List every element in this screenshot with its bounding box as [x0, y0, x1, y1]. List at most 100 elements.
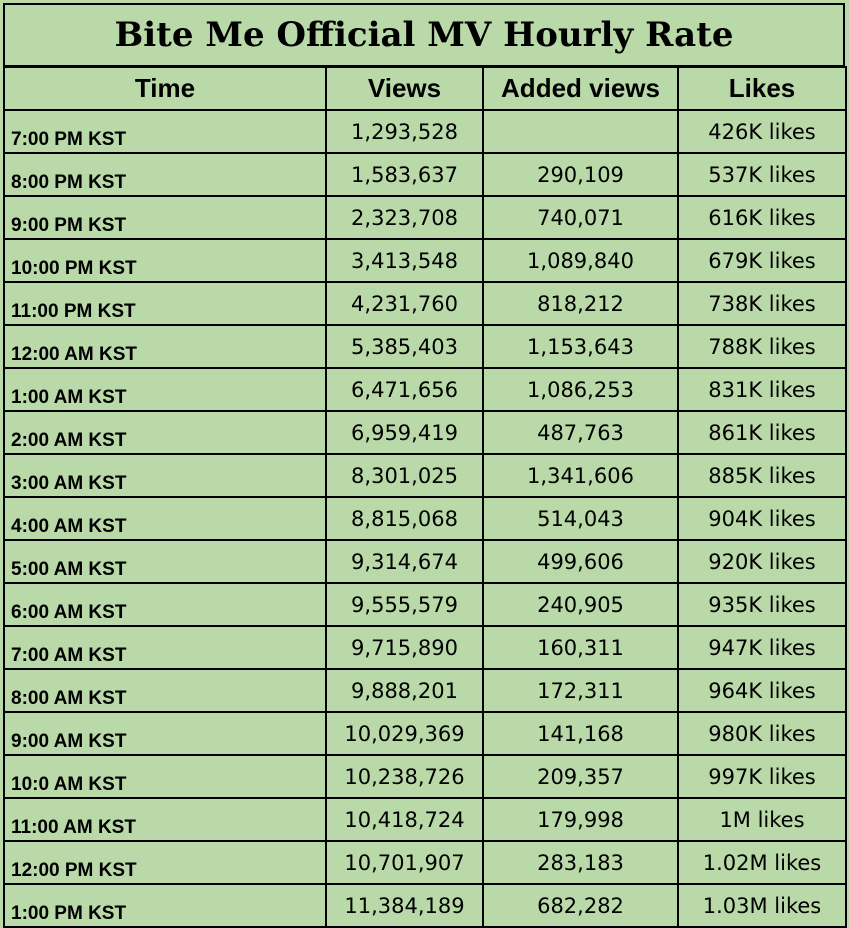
cell-views: 8,301,025: [325, 453, 484, 498]
cell-likes: 920K likes: [677, 539, 847, 584]
cell-views: 9,888,201: [325, 668, 484, 713]
cell-likes: 861K likes: [677, 410, 847, 455]
cell-time: 5:00 AM KST: [3, 539, 327, 584]
cell-time: 7:00 AM KST: [3, 625, 327, 670]
table-row: 9:00 PM KST 2,323,708 740,071 616K likes: [3, 195, 847, 240]
cell-likes: 964K likes: [677, 668, 847, 713]
table-row: 7:00 AM KST 9,715,890 160,311 947K likes: [3, 625, 847, 670]
cell-likes: 997K likes: [677, 754, 847, 799]
cell-views: 8,815,068: [325, 496, 484, 541]
cell-time: 1:00 AM KST: [3, 367, 327, 412]
cell-time: 10:00 PM KST: [3, 238, 327, 283]
cell-views: 1,293,528: [325, 109, 484, 154]
table-row: 1:00 PM KST 11,384,189 682,282 1.03M likes: [3, 883, 847, 928]
header-row: Time Views Added views Likes: [3, 66, 847, 111]
header-views: Views: [325, 66, 484, 111]
cell-added-views: 179,998: [482, 797, 679, 842]
header-added-views: Added views: [482, 66, 679, 111]
cell-likes: 537K likes: [677, 152, 847, 197]
table-row: 7:00 PM KST 1,293,528 426K likes: [3, 109, 847, 154]
cell-added-views: [482, 109, 679, 154]
cell-added-views: 740,071: [482, 195, 679, 240]
cell-added-views: 1,153,643: [482, 324, 679, 369]
cell-added-views: 499,606: [482, 539, 679, 584]
cell-time: 4:00 AM KST: [3, 496, 327, 541]
cell-added-views: 1,341,606: [482, 453, 679, 498]
cell-added-views: 514,043: [482, 496, 679, 541]
cell-views: 11,384,189: [325, 883, 484, 928]
header-time: Time: [3, 66, 327, 111]
cell-likes: 885K likes: [677, 453, 847, 498]
table-row: 6:00 AM KST 9,555,579 240,905 935K likes: [3, 582, 847, 627]
cell-views: 10,418,724: [325, 797, 484, 842]
cell-time: 7:00 PM KST: [3, 109, 327, 154]
table-row: 8:00 AM KST 9,888,201 172,311 964K likes: [3, 668, 847, 713]
cell-added-views: 283,183: [482, 840, 679, 885]
cell-likes: 904K likes: [677, 496, 847, 541]
cell-time: 12:00 PM KST: [3, 840, 327, 885]
cell-time: 8:00 AM KST: [3, 668, 327, 713]
cell-views: 5,385,403: [325, 324, 484, 369]
table-row: 8:00 PM KST 1,583,637 290,109 537K likes: [3, 152, 847, 197]
cell-added-views: 172,311: [482, 668, 679, 713]
cell-time: 11:00 AM KST: [3, 797, 327, 842]
cell-time: 12:00 AM KST: [3, 324, 327, 369]
cell-added-views: 240,905: [482, 582, 679, 627]
cell-time: 8:00 PM KST: [3, 152, 327, 197]
table-row: 10:00 PM KST 3,413,548 1,089,840 679K likes: [3, 238, 847, 283]
table-row: 10:0 AM KST 10,238,726 209,357 997K likes: [3, 754, 847, 799]
table-row: 12:00 PM KST 10,701,907 283,183 1.02M likes: [3, 840, 847, 885]
cell-time: 9:00 PM KST: [3, 195, 327, 240]
cell-time: 11:00 PM KST: [3, 281, 327, 326]
cell-time: 1:00 PM KST: [3, 883, 327, 928]
cell-time: 2:00 AM KST: [3, 410, 327, 455]
table-row: 4:00 AM KST 8,815,068 514,043 904K likes: [3, 496, 847, 541]
table-body: 7:00 PM KST 1,293,528 426K likes 8:00 PM KS…: [3, 109, 847, 928]
cell-views: 6,471,656: [325, 367, 484, 412]
cell-added-views: 818,212: [482, 281, 679, 326]
cell-likes: 616K likes: [677, 195, 847, 240]
table-row: 11:00 PM KST 4,231,760 818,212 738K likes: [3, 281, 847, 326]
table-row: 9:00 AM KST 10,029,369 141,168 980K likes: [3, 711, 847, 756]
table-title: Bite Me Official MV Hourly Rate: [3, 3, 845, 67]
table-row: 1:00 AM KST 6,471,656 1,086,253 831K likes: [3, 367, 847, 412]
cell-added-views: 141,168: [482, 711, 679, 756]
cell-added-views: 209,357: [482, 754, 679, 799]
cell-likes: 935K likes: [677, 582, 847, 627]
cell-likes: 738K likes: [677, 281, 847, 326]
cell-added-views: 1,086,253: [482, 367, 679, 412]
table-row: 11:00 AM KST 10,418,724 179,998 1M likes: [3, 797, 847, 842]
cell-views: 4,231,760: [325, 281, 484, 326]
cell-likes: 831K likes: [677, 367, 847, 412]
hourly-rate-table: Time Views Added views Likes 7:00 PM KST…: [3, 66, 847, 928]
cell-views: 1,583,637: [325, 152, 484, 197]
table-row: 3:00 AM KST 8,301,025 1,341,606 885K likes: [3, 453, 847, 498]
cell-likes: 1.02M likes: [677, 840, 847, 885]
table-row: 2:00 AM KST 6,959,419 487,763 861K likes: [3, 410, 847, 455]
table-row: 5:00 AM KST 9,314,674 499,606 920K likes: [3, 539, 847, 584]
cell-likes: 426K likes: [677, 109, 847, 154]
cell-added-views: 487,763: [482, 410, 679, 455]
cell-likes: 679K likes: [677, 238, 847, 283]
cell-likes: 980K likes: [677, 711, 847, 756]
cell-added-views: 682,282: [482, 883, 679, 928]
cell-added-views: 1,089,840: [482, 238, 679, 283]
cell-views: 10,238,726: [325, 754, 484, 799]
cell-views: 6,959,419: [325, 410, 484, 455]
cell-views: 9,715,890: [325, 625, 484, 670]
cell-views: 10,701,907: [325, 840, 484, 885]
cell-time: 10:0 AM KST: [3, 754, 327, 799]
cell-likes: 788K likes: [677, 324, 847, 369]
cell-time: 3:00 AM KST: [3, 453, 327, 498]
cell-added-views: 160,311: [482, 625, 679, 670]
cell-views: 10,029,369: [325, 711, 484, 756]
header-likes: Likes: [677, 66, 847, 111]
cell-likes: 1.03M likes: [677, 883, 847, 928]
cell-views: 2,323,708: [325, 195, 484, 240]
cell-views: 9,555,579: [325, 582, 484, 627]
cell-likes: 947K likes: [677, 625, 847, 670]
cell-likes: 1M likes: [677, 797, 847, 842]
cell-added-views: 290,109: [482, 152, 679, 197]
cell-views: 9,314,674: [325, 539, 484, 584]
